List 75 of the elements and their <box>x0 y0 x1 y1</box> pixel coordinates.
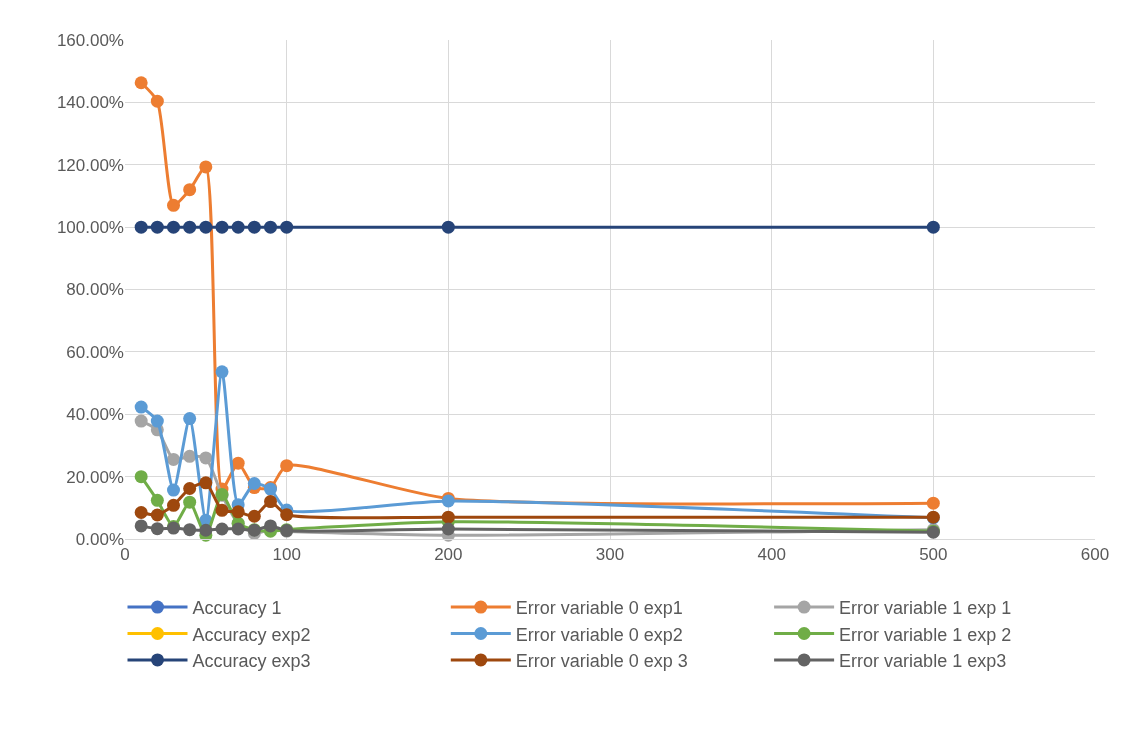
legend-label: Accuracy exp3 <box>192 650 311 671</box>
legend-label: Accuracy exp2 <box>192 624 311 645</box>
point <box>215 365 229 379</box>
point <box>183 481 197 495</box>
point <box>183 183 197 197</box>
point <box>441 522 455 536</box>
x-tick-label: 100 <box>272 545 301 565</box>
point <box>167 483 180 497</box>
point <box>150 493 164 507</box>
point <box>150 94 164 108</box>
point <box>280 459 294 473</box>
point <box>183 220 197 234</box>
point <box>150 414 164 428</box>
point <box>264 220 277 234</box>
point <box>215 503 229 517</box>
point <box>215 220 229 234</box>
point <box>134 519 148 533</box>
point <box>247 476 261 490</box>
x-tick-label: 500 <box>919 545 948 565</box>
point <box>199 160 213 174</box>
point <box>264 519 277 533</box>
point <box>183 495 197 509</box>
point <box>134 470 148 484</box>
legend-label: Accuracy 1 <box>192 598 282 619</box>
point <box>215 522 229 536</box>
y-tick-label: 40.00% <box>66 405 124 425</box>
point <box>247 220 261 234</box>
point <box>167 498 180 512</box>
legend-label: Error variable 1 exp3 <box>839 650 1007 671</box>
point <box>231 522 245 536</box>
y-tick-label: 60.00% <box>66 342 124 362</box>
x-tick-label: 600 <box>1080 545 1110 565</box>
legend-label: Error variable 0 exp 3 <box>515 650 688 671</box>
x-tick-label: 300 <box>595 545 625 565</box>
point <box>150 522 164 536</box>
point <box>926 496 940 510</box>
legend-label: Error variable 0 exp2 <box>515 624 683 645</box>
legend-label: Error variable 1 exp 1 <box>839 598 1012 619</box>
point <box>134 220 148 234</box>
point <box>167 220 180 234</box>
point <box>183 449 197 463</box>
point <box>280 220 294 234</box>
y-tick-label: 120.00% <box>56 155 124 175</box>
point <box>441 510 455 524</box>
point <box>264 495 277 509</box>
point <box>247 509 261 523</box>
x-tick-label: 400 <box>757 545 786 565</box>
point <box>134 505 148 519</box>
point <box>150 508 164 522</box>
point <box>231 220 245 234</box>
point <box>150 220 164 234</box>
point <box>167 452 180 466</box>
point <box>134 76 148 90</box>
point <box>199 220 213 234</box>
x-tick-label: 200 <box>434 545 463 565</box>
legend-label: Error variable 0 exp1 <box>515 598 683 619</box>
point <box>199 476 213 490</box>
point <box>134 414 148 428</box>
point <box>199 451 213 465</box>
point <box>134 400 148 414</box>
point <box>183 523 197 537</box>
y-tick-label: 80.00% <box>66 280 124 300</box>
point <box>199 523 213 537</box>
point <box>280 508 294 522</box>
point <box>231 456 245 470</box>
point <box>231 505 245 519</box>
point <box>441 220 455 234</box>
y-tick-label: 20.00% <box>66 467 124 487</box>
y-tick-label: 160.00% <box>56 30 124 50</box>
point <box>183 412 197 426</box>
legend-label: Error variable 1 exp 2 <box>839 624 1012 645</box>
point <box>926 220 940 234</box>
y-tick-label: 100.00% <box>56 218 124 238</box>
point <box>167 198 180 212</box>
y-tick-label: 140.00% <box>56 93 124 113</box>
